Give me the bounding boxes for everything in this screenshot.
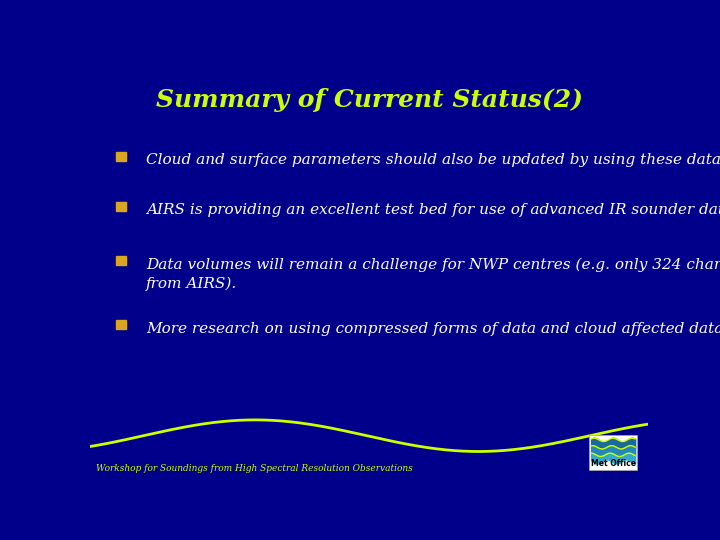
Text: Cloud and surface parameters should also be updated by using these data.: Cloud and surface parameters should also… <box>145 153 720 167</box>
Text: AIRS is providing an excellent test bed for use of advanced IR sounder data.: AIRS is providing an excellent test bed … <box>145 203 720 217</box>
Text: Met Office: Met Office <box>590 458 636 468</box>
Text: More research on using compressed forms of data and cloud affected data.: More research on using compressed forms … <box>145 322 720 336</box>
Bar <box>116 255 126 265</box>
Text: Summary of Current Status(2): Summary of Current Status(2) <box>156 87 582 112</box>
Bar <box>116 152 126 161</box>
Bar <box>116 201 126 211</box>
Text: Data volumes will remain a challenge for NWP centres (e.g. only 324 channels use: Data volumes will remain a challenge for… <box>145 258 720 291</box>
Text: Workshop for Soundings from High Spectral Resolution Observations: Workshop for Soundings from High Spectra… <box>96 464 413 473</box>
FancyBboxPatch shape <box>590 435 637 470</box>
Bar <box>116 320 126 329</box>
